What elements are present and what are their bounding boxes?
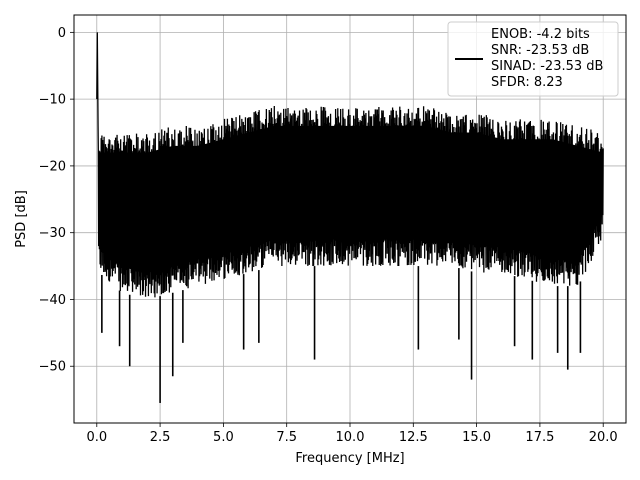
legend: ENOB: -4.2 bits SNR: -23.53 dB SINAD: -2… — [447, 21, 619, 97]
legend-enob: ENOB: -4.2 bits — [491, 27, 590, 42]
x-axis-label: Frequency [MHz] — [295, 451, 404, 466]
x-tick-label: 20.0 — [589, 430, 618, 445]
y-tick-label: −50 — [39, 360, 66, 375]
legend-sinad: SINAD: -23.53 dB — [491, 59, 603, 74]
psd-series-line — [96, 32, 604, 403]
x-tick-label: 7.5 — [276, 430, 297, 445]
x-tick-label: 12.5 — [399, 430, 428, 445]
x-tick-label: 5.0 — [213, 430, 234, 445]
x-tick-label: 0.0 — [86, 430, 107, 445]
x-tick-label: 17.5 — [525, 430, 554, 445]
y-axis-label: PSD [dB] — [14, 190, 29, 248]
legend-box — [447, 21, 619, 97]
y-tick-label: −30 — [39, 226, 66, 241]
y-tick-label: −20 — [39, 159, 66, 174]
legend-sfdr: SFDR: 8.23 — [491, 75, 563, 90]
psd-trace — [96, 32, 604, 298]
x-tick-label: 2.5 — [150, 430, 171, 445]
y-tick-label: 0 — [58, 26, 66, 41]
x-axis-ticks: 0.0 2.5 5.0 7.5 10.0 12.5 15.0 17.5 20.0 — [86, 423, 618, 445]
x-tick-label: 15.0 — [462, 430, 491, 445]
y-tick-label: −10 — [39, 93, 66, 108]
y-axis-ticks: 0 −10 −20 −30 −40 −50 — [39, 26, 74, 375]
legend-snr: SNR: -23.53 dB — [491, 43, 589, 58]
y-tick-label: −40 — [39, 293, 66, 308]
x-tick-label: 10.0 — [336, 430, 365, 445]
